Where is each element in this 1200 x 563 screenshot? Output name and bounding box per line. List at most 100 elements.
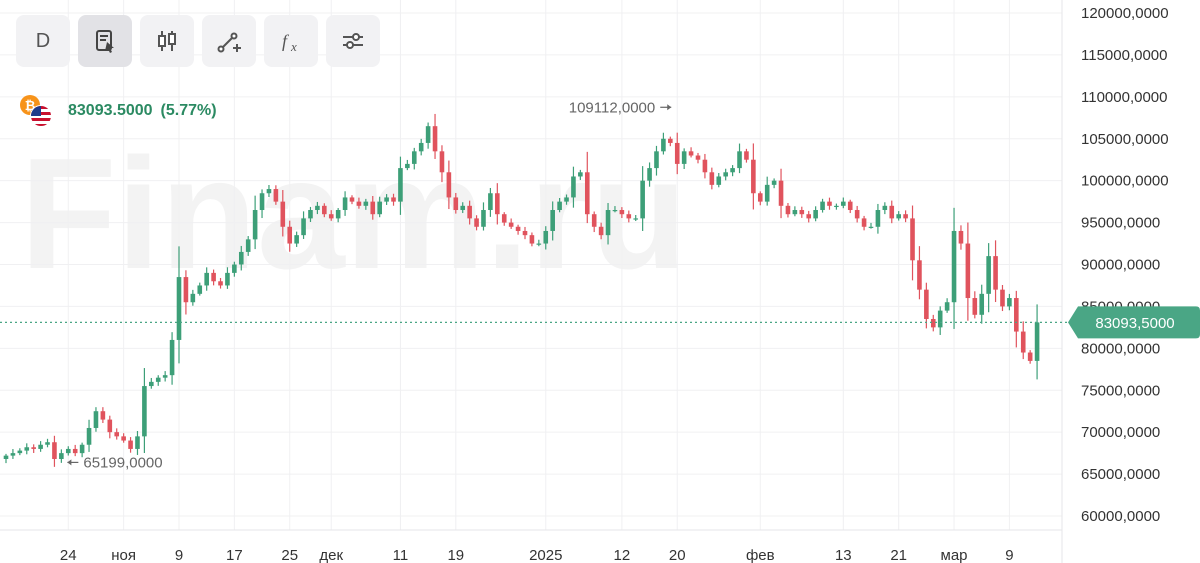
ticker-info: ₿ 83093.5000 (5.77%) (20, 95, 217, 127)
candle-body (3, 455, 9, 459)
candle-body (432, 126, 438, 152)
candle-body (349, 197, 355, 202)
candle-body (571, 176, 576, 198)
candle-body (778, 180, 784, 206)
candle-body (266, 189, 272, 194)
candle-body (688, 151, 694, 156)
candle-body (882, 205, 888, 211)
candle-body (398, 168, 403, 202)
last-price-label: 83093,5000 (1095, 315, 1174, 332)
candle-body (1020, 331, 1026, 353)
candle-body (38, 444, 43, 449)
draw-line-icon (217, 32, 241, 53)
price-change: (5.77%) (160, 102, 217, 119)
candle-body (1000, 289, 1005, 307)
candle-body (204, 272, 209, 286)
chart-type-button[interactable] (140, 15, 194, 67)
candle-body (322, 205, 327, 215)
candle-body (751, 159, 756, 194)
candle-body (536, 243, 542, 245)
candle-body (370, 201, 376, 215)
x-tick-label: 24 (60, 547, 77, 563)
candle-body (107, 419, 113, 433)
candle-body (232, 264, 237, 273)
candle-body (121, 436, 126, 441)
candle-body (218, 281, 223, 286)
interval-label: D (35, 29, 51, 52)
svg-text:f: f (282, 31, 290, 51)
x-tick-label: дек (319, 547, 343, 563)
x-tick-label: 19 (447, 547, 464, 563)
x-tick-label: фев (746, 547, 775, 563)
candle-body (467, 205, 472, 219)
candle-body (764, 184, 770, 202)
drawing-tools-button[interactable] (202, 15, 256, 67)
candle-body (176, 277, 182, 340)
y-tick-label: 110000,0000 (1081, 89, 1167, 106)
candlestick-icon (158, 31, 176, 51)
candle-body (114, 432, 120, 437)
candle-body (792, 210, 798, 215)
candle-body (647, 168, 652, 181)
candle-body (418, 142, 424, 152)
candle-body (654, 151, 659, 169)
candle-body (875, 210, 881, 227)
candle-body (515, 226, 521, 231)
x-tick-label: 21 (890, 547, 907, 563)
y-tick-label: 115000,0000 (1081, 47, 1167, 64)
y-tick-label: 90000,0000 (1081, 257, 1160, 274)
candle-body (799, 210, 805, 215)
candle-body (924, 289, 929, 319)
svg-text:x: x (290, 39, 297, 54)
candle-body (252, 210, 258, 240)
candle-body (488, 193, 493, 211)
candle-body (495, 193, 500, 215)
x-tick-label: ноя (111, 547, 136, 563)
candle-body (93, 411, 99, 428)
candle-body (287, 226, 293, 244)
candle-body (834, 205, 839, 208)
x-tick-label: 20 (669, 547, 686, 563)
x-tick-label: 11 (393, 547, 409, 563)
x-tick-label: 12 (614, 547, 631, 563)
max-price-label: 109112,0000 (569, 99, 655, 116)
candle-body (1027, 352, 1033, 361)
candle-body (868, 226, 874, 228)
candle-body (550, 210, 555, 231)
x-tick-label: 9 (175, 547, 183, 563)
candle-body (605, 210, 611, 236)
candle-body (460, 205, 466, 211)
min-price-label: 65199,0000 (83, 454, 162, 471)
candle-body (79, 444, 85, 454)
candle-body (612, 210, 618, 212)
candle-body (425, 126, 431, 143)
candle-body (225, 272, 230, 286)
candle-body (384, 197, 389, 202)
candle-body (10, 453, 16, 456)
candle-body (481, 210, 486, 227)
candle-body (508, 222, 514, 227)
candle-body (446, 172, 452, 198)
chart-settings-button[interactable] (326, 15, 380, 67)
interval-button[interactable]: D (16, 15, 70, 67)
candle-body (965, 243, 971, 299)
x-tick-label: 17 (226, 547, 243, 563)
candle-body (128, 440, 133, 449)
min-arrow-head (67, 459, 72, 466)
candle-body (529, 235, 535, 244)
candle-body (1007, 298, 1012, 307)
candle-body (937, 310, 943, 328)
indicators-button[interactable] (78, 15, 132, 67)
candle-body (52, 442, 57, 459)
indicator-list-icon (96, 30, 114, 53)
candle-body (930, 318, 936, 328)
candle-body (162, 375, 168, 378)
candle-body (889, 205, 895, 219)
candle-body (951, 230, 957, 303)
y-tick-label: 100000,0000 (1081, 173, 1169, 190)
candle-body (702, 159, 708, 173)
